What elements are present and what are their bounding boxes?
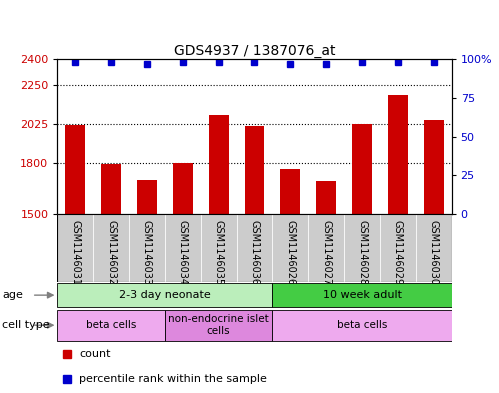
Bar [165,310,272,341]
Text: non-endocrine islet
cells: non-endocrine islet cells [168,314,269,336]
Text: count: count [79,349,111,359]
Bar [416,214,452,282]
Text: GSM1146028: GSM1146028 [357,220,367,285]
Bar [388,95,408,214]
Bar [209,115,229,214]
Bar [65,125,85,214]
Text: beta cells: beta cells [337,320,387,330]
Bar [57,214,93,282]
Bar [272,283,452,307]
Bar [57,283,272,307]
Bar [280,169,300,214]
Bar [237,214,272,282]
Bar [316,182,336,214]
Bar [129,214,165,282]
Bar [272,310,452,341]
Text: GSM1146026: GSM1146026 [285,220,295,285]
Text: cell type: cell type [2,320,50,330]
Bar [201,214,237,282]
Text: GSM1146033: GSM1146033 [142,220,152,285]
Text: GSM1146029: GSM1146029 [393,220,403,285]
Text: GSM1146027: GSM1146027 [321,220,331,285]
Text: GSM1146036: GSM1146036 [250,220,259,285]
Bar [344,214,380,282]
Bar [101,164,121,214]
Bar [137,180,157,214]
Bar [245,126,264,214]
Bar [424,119,444,214]
Bar [272,214,308,282]
Text: GSM1146030: GSM1146030 [429,220,439,285]
Text: percentile rank within the sample: percentile rank within the sample [79,374,267,384]
Bar [93,214,129,282]
Text: GSM1146032: GSM1146032 [106,220,116,285]
Text: 10 week adult: 10 week adult [322,290,402,300]
Bar [165,214,201,282]
Text: GSM1146035: GSM1146035 [214,220,224,285]
Text: GSM1146031: GSM1146031 [70,220,80,285]
Text: beta cells: beta cells [86,320,136,330]
Bar [57,310,165,341]
Text: age: age [2,290,23,300]
Bar [308,214,344,282]
Title: GDS4937 / 1387076_at: GDS4937 / 1387076_at [174,44,335,58]
Bar [380,214,416,282]
Bar [173,163,193,214]
Text: GSM1146034: GSM1146034 [178,220,188,285]
Text: 2-3 day neonate: 2-3 day neonate [119,290,211,300]
Bar [352,124,372,214]
